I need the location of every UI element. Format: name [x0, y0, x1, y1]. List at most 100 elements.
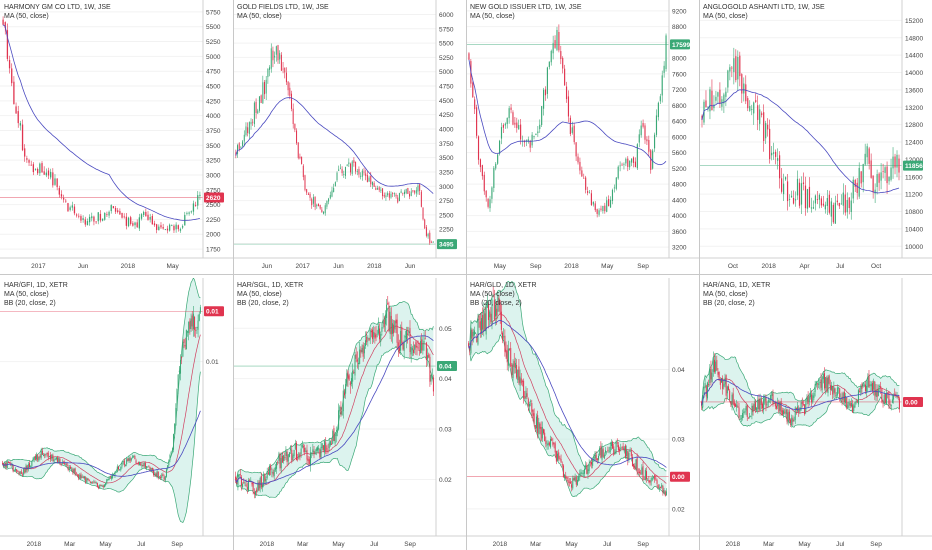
candle	[735, 402, 737, 408]
candle	[106, 478, 108, 485]
candle	[752, 403, 754, 416]
candle	[356, 168, 358, 176]
candle	[84, 475, 86, 481]
candle	[353, 369, 355, 375]
candle	[472, 328, 474, 343]
candle	[300, 443, 302, 458]
y-tick-label: 14400	[905, 53, 923, 60]
candle	[318, 445, 320, 454]
candle	[13, 76, 15, 105]
candle	[265, 75, 267, 101]
candle	[324, 202, 326, 216]
candle	[788, 409, 790, 423]
chart-panel[interactable]: 3200 3600 4000 4400 4800 5200 5600 6000 6400 6800…	[466, 0, 699, 272]
candle	[164, 228, 166, 231]
candle	[506, 117, 508, 129]
candle	[407, 326, 409, 344]
candle	[846, 396, 848, 410]
moving-average-line	[235, 97, 434, 194]
candle	[196, 326, 198, 334]
candle	[731, 66, 733, 78]
candle	[526, 387, 528, 399]
candle	[534, 424, 536, 433]
y-tick-label: 14000	[905, 70, 923, 77]
candle	[383, 315, 385, 332]
chart-panel[interactable]: 2000225025002750300032503500375040004250…	[233, 0, 466, 272]
candle	[562, 56, 564, 74]
candle	[663, 487, 665, 494]
candle	[811, 390, 813, 407]
candle	[116, 464, 118, 473]
y-tick-label: 4400	[672, 197, 687, 204]
price-label: 2620	[206, 195, 221, 202]
chart-panel[interactable]: 0.00 2018 Mar May Jul Sep HAR/ANG, 1D, XETR MA …	[699, 278, 932, 550]
candle	[374, 326, 376, 344]
panel-divider	[0, 274, 932, 275]
candle	[260, 472, 262, 490]
candle	[628, 449, 630, 463]
candle	[771, 145, 773, 161]
candle	[701, 400, 703, 411]
candle	[427, 232, 429, 239]
candle	[175, 222, 177, 233]
candle	[853, 403, 855, 414]
moving-average-line	[2, 24, 200, 221]
candle	[19, 471, 21, 477]
candle	[108, 476, 110, 481]
chart-panel[interactable]: 0.04 0.03 0.02 0.00 2018 Mar May Jul Sep HAR/GLD,…	[466, 278, 699, 550]
candle	[21, 472, 23, 477]
candle	[889, 399, 891, 410]
candle	[147, 466, 149, 468]
candle	[484, 306, 486, 332]
candle	[400, 189, 402, 194]
candle	[558, 24, 560, 53]
candle	[412, 190, 414, 193]
candle	[571, 121, 573, 135]
candle	[128, 456, 130, 463]
candle	[387, 296, 389, 305]
candle	[848, 398, 850, 409]
candle	[16, 469, 18, 474]
chart-panel[interactable]: 0.05 0.04 0.03 0.02 0.04 2018 Mar May Jul Sep HAR/…	[233, 278, 466, 550]
candle	[121, 461, 123, 469]
candle	[147, 211, 149, 221]
candle	[292, 453, 294, 462]
candle	[82, 215, 84, 223]
candle	[575, 141, 577, 161]
candle	[641, 464, 643, 476]
candle	[709, 364, 711, 387]
candle	[573, 475, 575, 481]
x-tick-label: 2017	[295, 263, 310, 270]
moving-average-line	[701, 89, 900, 194]
candle	[763, 104, 765, 152]
candle	[528, 401, 530, 414]
chart-panel[interactable]: 1750 2000 2250 2500 2750 3000 3250 3500 3750 4000…	[0, 0, 233, 272]
candle	[392, 192, 394, 198]
candle	[880, 163, 882, 190]
y-tick-label: 15200	[905, 18, 923, 25]
candle	[365, 169, 367, 181]
panel-divider	[699, 0, 700, 550]
candle	[132, 454, 134, 459]
candle	[68, 465, 70, 473]
y-tick-label: 5250	[206, 39, 221, 46]
candle	[704, 378, 706, 389]
candle	[140, 213, 143, 221]
chart-panel[interactable]: 0.01 0.01 2018 Mar May Jul Sep HAR/GFI, 1D, XET…	[0, 278, 233, 550]
x-tick-label: Oct	[728, 263, 738, 270]
candle	[432, 374, 434, 396]
candle	[417, 340, 419, 351]
candle	[527, 397, 529, 412]
candle	[398, 192, 400, 202]
candle	[245, 122, 247, 137]
candle	[266, 467, 268, 480]
candle	[535, 133, 537, 136]
x-tick-label: Jun	[262, 263, 273, 270]
candle	[489, 309, 491, 326]
candle	[382, 188, 384, 200]
chart-svg: 0.01 0.01 2018 Mar May Jul Sep	[0, 278, 233, 548]
candle	[560, 454, 562, 463]
chart-panel[interactable]: 10000 10400 10800 11200 11600 12000 12400 12800…	[699, 0, 932, 272]
candle	[809, 388, 811, 400]
